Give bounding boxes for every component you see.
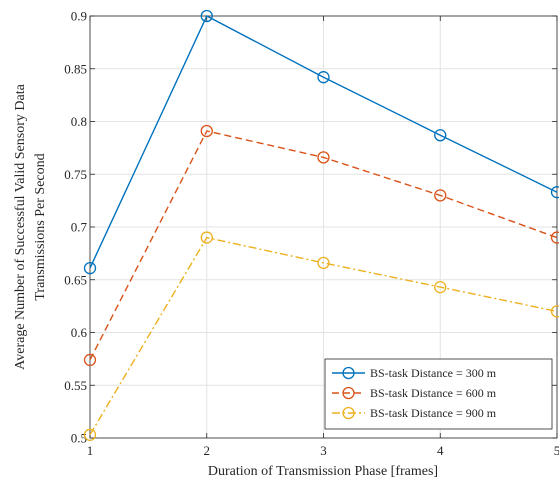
- axes: [89, 15, 558, 439]
- data-point-marker: [434, 280, 447, 294]
- series-3: [83, 231, 559, 441]
- data-point-marker: [200, 231, 213, 244]
- data-point-marker: [434, 189, 447, 202]
- series-1: [83, 9, 559, 275]
- series-line: [89, 15, 558, 269]
- series-2: [83, 124, 559, 367]
- series-line: [89, 130, 558, 361]
- x-tick-label: 5: [554, 443, 559, 458]
- data-point-marker: [200, 124, 213, 138]
- series: [83, 9, 559, 441]
- legend-item: BS-task Distance = 300 m: [332, 366, 497, 380]
- legend-label: BS-task Distance = 900 m: [370, 406, 497, 420]
- data-point-marker: [550, 305, 559, 318]
- data-point-marker: [200, 9, 213, 23]
- y-tick-label: 0.65: [64, 272, 87, 287]
- data-point-marker: [83, 261, 97, 275]
- legend-label: BS-task Distance = 300 m: [370, 366, 497, 380]
- y-tick-label: 0.8: [71, 114, 87, 129]
- y-tick-label: 0.55: [64, 378, 87, 393]
- y-tick-label: 0.75: [64, 167, 87, 182]
- data-point-marker: [83, 428, 97, 441]
- legend: BS-task Distance = 300 m BS-task Distance…: [324, 358, 553, 430]
- y-tick-label: 0.9: [71, 9, 87, 24]
- legend-marker-swatch: [342, 386, 355, 400]
- data-point-marker: [550, 231, 559, 244]
- legend-marker-swatch: [342, 406, 355, 420]
- y-axis-label-line-1: Average Number of Successful Valid Senso…: [13, 83, 28, 369]
- x-tick-label: 4: [437, 443, 444, 458]
- data-point-marker: [83, 353, 97, 367]
- series-line: [89, 236, 558, 436]
- x-tick-label: 1: [87, 443, 94, 458]
- data-point-marker: [317, 151, 330, 164]
- x-axis-label: Duration of Transmission Phase [frames]: [208, 464, 438, 479]
- legend-item: BS-task Distance = 600 m: [332, 386, 497, 400]
- legend-box: [324, 358, 553, 430]
- x-tick-labels: 1 2 3 4 5: [87, 443, 559, 458]
- y-tick-label: 0.5: [71, 431, 87, 446]
- legend-label: BS-task Distance = 600 m: [370, 386, 497, 400]
- y-tick-label: 0.85: [64, 61, 87, 76]
- y-axis-label-line-2: Transmissions Per Second: [33, 153, 48, 300]
- data-point-marker: [317, 71, 330, 84]
- axes-box: [89, 15, 558, 439]
- x-tick-label: 2: [204, 443, 211, 458]
- legend-item: BS-task Distance = 900 m: [332, 406, 497, 420]
- y-tick-label: 0.6: [71, 325, 88, 340]
- legend-marker-swatch: [342, 366, 355, 380]
- y-tick-label: 0.7: [71, 220, 88, 235]
- data-point-marker: [550, 186, 559, 199]
- y-tick-labels: 0.5 0.55 0.6 0.65 0.7 0.75 0.8 0.85 0.9: [64, 9, 87, 446]
- x-tick-label: 3: [320, 443, 327, 458]
- data-point-marker: [317, 256, 330, 270]
- data-point-marker: [434, 129, 447, 142]
- y-axis-label: Average Number of Successful Valid Senso…: [13, 83, 48, 369]
